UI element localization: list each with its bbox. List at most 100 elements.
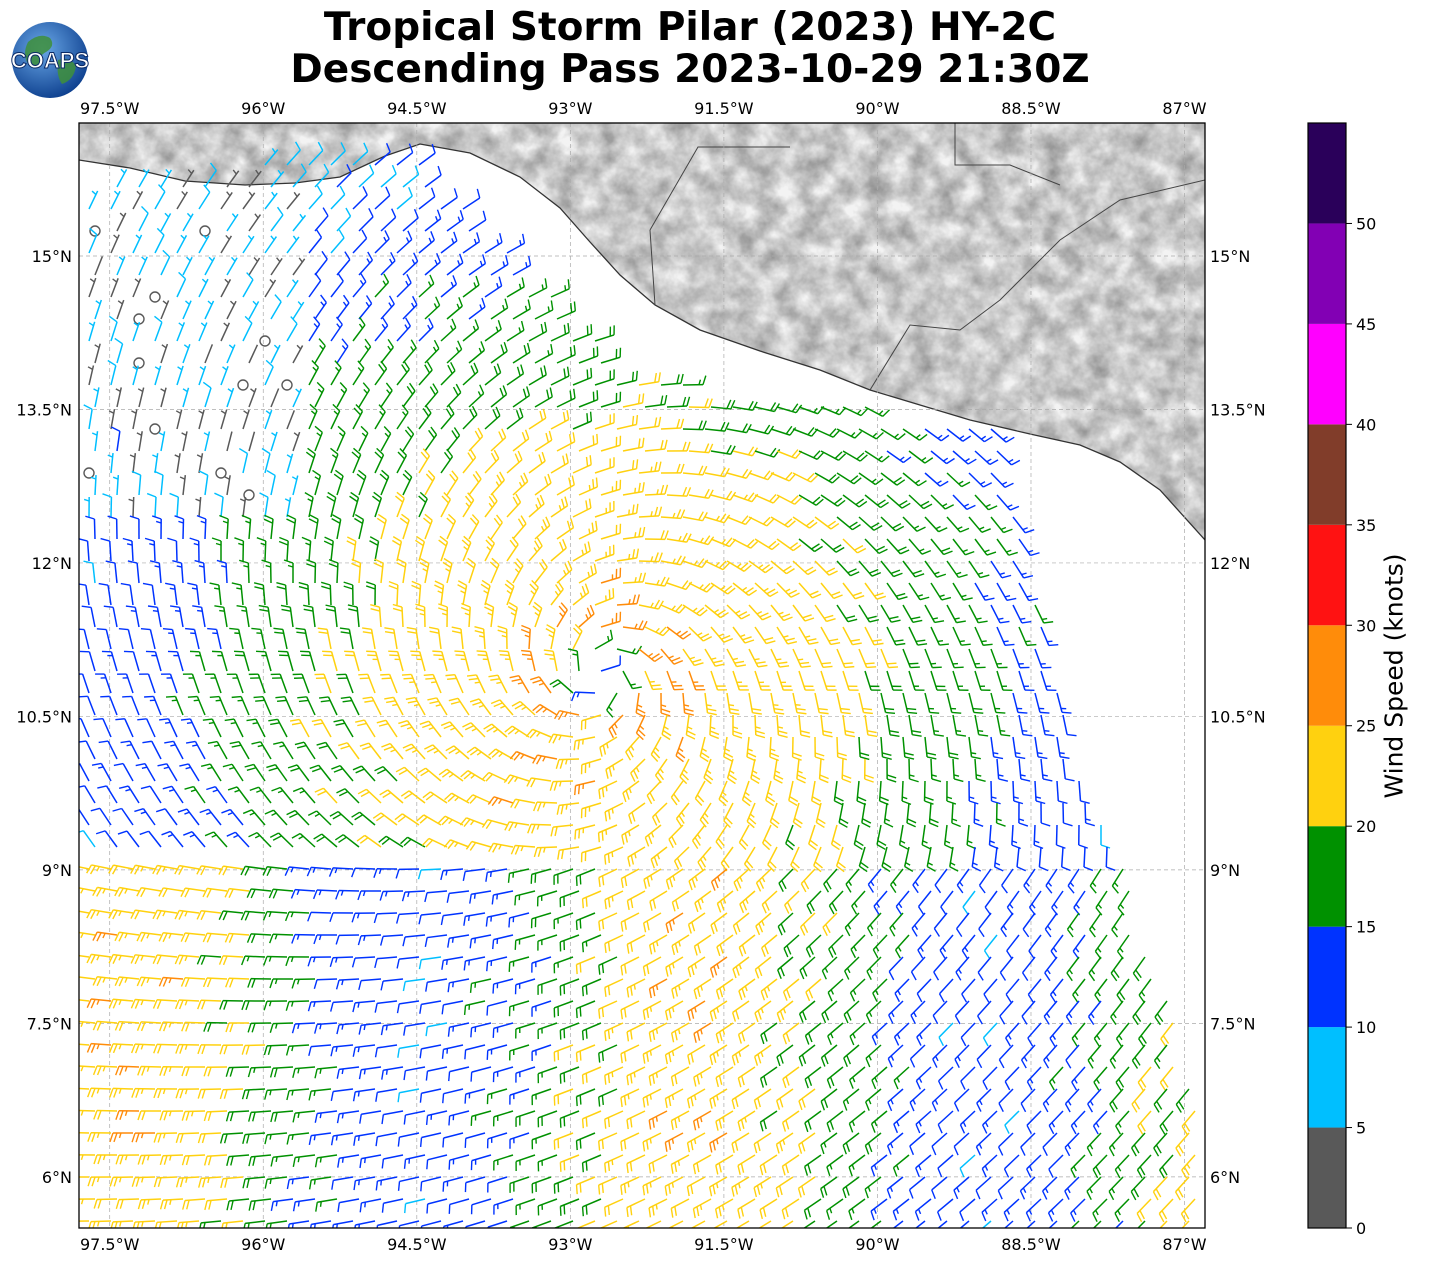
wind-barb	[754, 493, 781, 504]
wind-barb	[550, 580, 564, 606]
wind-barb	[484, 602, 495, 628]
colorbar-tick-label: 5	[1356, 1119, 1366, 1138]
wind-barb	[512, 386, 531, 408]
colorbar-bin	[1308, 223, 1346, 324]
wind-barb	[457, 580, 468, 606]
wind-barb	[241, 514, 252, 540]
wind-barb	[864, 582, 887, 600]
wind-barb	[424, 252, 441, 276]
wind-barb	[440, 231, 458, 254]
wind-barb	[238, 447, 249, 474]
wind-barb	[968, 604, 988, 624]
wind-barb	[192, 605, 206, 628]
wind-barb	[231, 582, 244, 606]
wind-barb	[248, 169, 262, 188]
wind-barb	[996, 450, 1021, 466]
wind-barb	[330, 447, 339, 474]
wind-barb	[358, 382, 371, 408]
wind-barb	[402, 469, 413, 496]
wind-barb	[176, 234, 188, 254]
wind-barb	[94, 299, 103, 320]
wind-barb	[556, 301, 577, 320]
wind-barb	[638, 372, 661, 386]
wind-barb	[814, 604, 836, 623]
wind-barb	[528, 451, 546, 474]
wind-barb	[748, 560, 774, 574]
wind-barb	[220, 191, 233, 210]
wind-barb	[214, 605, 228, 628]
wind-barb	[132, 365, 139, 386]
wind-barb	[996, 582, 1017, 602]
wind-barb	[798, 626, 819, 645]
wind-barb	[392, 603, 404, 628]
wind-barb	[239, 559, 250, 584]
wind-barb	[468, 384, 485, 408]
wind-barb	[248, 431, 256, 452]
wind-barb	[220, 234, 233, 254]
wind-barb	[176, 271, 187, 298]
wind-barb	[930, 538, 953, 556]
wind-barb	[556, 518, 575, 540]
wind-barb	[506, 407, 524, 430]
wind-barb	[380, 338, 394, 364]
wind-barb	[798, 582, 822, 599]
wind-barb	[682, 420, 707, 431]
wind-barb	[292, 301, 305, 320]
coaps-logo: COAPS	[10, 22, 90, 98]
map-title-line1: Tropical Storm Pilar (2023) HY-2C	[323, 5, 1057, 50]
wind-barb	[154, 365, 162, 386]
wind-barb	[710, 582, 736, 595]
wind-barb	[264, 147, 279, 166]
wind-barb	[842, 626, 862, 646]
wind-barb	[234, 537, 245, 562]
wind-barb	[132, 190, 144, 210]
wind-barb	[770, 425, 797, 436]
wind-barb	[446, 513, 457, 540]
wind-barb	[930, 582, 952, 601]
wind-barb	[776, 626, 798, 645]
wind-barb	[440, 318, 457, 342]
wind-barb	[94, 343, 101, 364]
wind-barb	[242, 191, 256, 210]
wind-barb	[351, 558, 362, 584]
wind-barb	[512, 255, 532, 276]
wind-barb	[422, 513, 433, 540]
wind-barb	[198, 278, 209, 298]
wind-barb	[336, 294, 350, 320]
wind-barb	[974, 538, 997, 556]
wind-barb	[349, 491, 360, 518]
wind-barb	[286, 453, 294, 474]
wind-barb	[182, 169, 195, 188]
wind-barb	[370, 604, 382, 628]
wind-barb	[946, 472, 971, 488]
wind-barb	[902, 516, 926, 532]
wind-barb	[402, 382, 416, 408]
wind-barb	[644, 439, 668, 452]
wind-barb	[418, 491, 428, 518]
wind-barb	[1034, 604, 1054, 624]
wind-barb	[160, 168, 173, 188]
wind-barb	[253, 582, 266, 606]
wind-barb	[336, 425, 346, 452]
wind-barb	[264, 359, 274, 386]
wind-barb	[726, 560, 752, 572]
wind-barb	[308, 316, 321, 342]
wind-barb	[534, 343, 554, 364]
wind-barb	[578, 563, 597, 584]
colorbar-tick-label: 40	[1356, 415, 1376, 434]
wind-barb	[167, 537, 178, 562]
wind-barb	[185, 627, 200, 650]
wind-barb	[132, 278, 142, 298]
wind-barb	[220, 278, 232, 298]
wind-barb	[149, 560, 162, 584]
wind-barb	[380, 382, 393, 408]
wind-barb	[116, 299, 125, 320]
wind-barb	[90, 474, 97, 496]
wind-barb	[908, 626, 928, 646]
wind-barb	[204, 300, 215, 320]
wind-barb	[280, 604, 294, 628]
wind-barb	[572, 411, 593, 430]
wind-barb	[924, 604, 945, 624]
wind-barb	[330, 360, 342, 386]
wind-barb	[732, 582, 758, 596]
